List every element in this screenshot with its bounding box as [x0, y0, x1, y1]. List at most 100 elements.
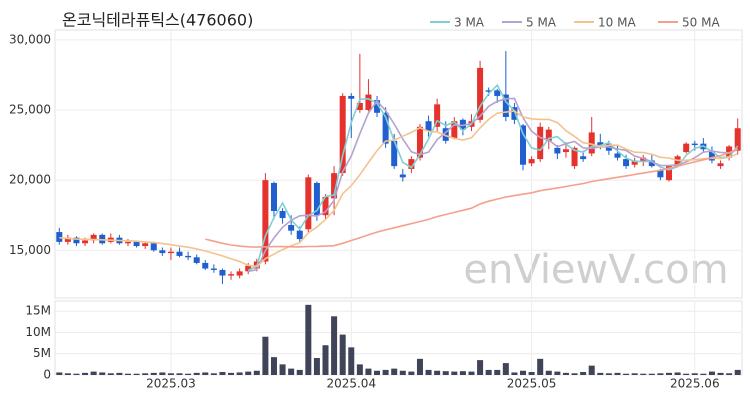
candle-body [434, 104, 441, 127]
candle-body [442, 128, 449, 141]
candle-body [477, 67, 484, 120]
candle-body [494, 90, 501, 96]
volume-bar [580, 372, 587, 375]
volume-bar [348, 347, 355, 375]
legend-label: 50 MA [682, 16, 720, 30]
x-tick-label: 2025.05 [507, 377, 557, 391]
volume-bar [142, 373, 149, 375]
candle-body [133, 241, 140, 247]
candle-body [262, 180, 269, 262]
price-panel [54, 29, 743, 299]
volume-bar [176, 373, 183, 375]
volume-bar [133, 373, 140, 375]
candle-body [374, 100, 381, 113]
candle-body [270, 182, 277, 212]
volume-bar [726, 373, 733, 375]
y-tick-label: 5M [33, 346, 51, 360]
volume-bar [245, 371, 252, 375]
candle-body [614, 153, 621, 158]
candle-body [124, 241, 131, 244]
x-tick-label: 2025.03 [146, 377, 196, 391]
ma-line [59, 110, 739, 268]
candle-body [176, 251, 183, 256]
volume-bar [554, 371, 561, 375]
candle-body [185, 255, 192, 258]
candle-body [245, 265, 252, 272]
volume-bar [296, 369, 303, 375]
candle-body [382, 112, 389, 144]
candle-body [90, 234, 97, 241]
volume-bar [631, 373, 638, 375]
candle-body [228, 274, 235, 276]
volume-bar [597, 372, 604, 375]
candle-body [631, 160, 638, 165]
volume-bar [605, 373, 612, 375]
candle-body [159, 250, 166, 254]
candle-body [322, 196, 329, 216]
candle-body [648, 160, 655, 167]
candle-body [288, 225, 295, 231]
candle-body [142, 243, 149, 247]
candle-body [150, 243, 157, 251]
candle-body [356, 102, 363, 110]
candle-body [193, 257, 200, 263]
volume-bar [313, 357, 320, 375]
candle-body [683, 143, 690, 153]
volume-bar [502, 363, 509, 375]
volume-bar [416, 358, 423, 375]
candle-body [82, 240, 89, 244]
volume-bar [683, 373, 690, 375]
volume-bar [477, 360, 484, 375]
volume-bar [279, 364, 286, 375]
candle-body [305, 177, 312, 230]
watermark: enViewV.com [463, 247, 728, 293]
candle-body [408, 159, 415, 169]
volume-bar [562, 372, 569, 375]
candle-body [348, 95, 355, 99]
candle-body [708, 150, 715, 161]
volume-bar [657, 373, 664, 375]
volume-bar [717, 372, 724, 375]
candle-body [339, 95, 346, 174]
candle-body [580, 156, 587, 160]
volume-bar [691, 373, 698, 375]
volume-bar [425, 369, 432, 375]
volume-bar [356, 364, 363, 375]
volume-panel [54, 300, 743, 376]
volume-bar [648, 373, 655, 375]
volume-bar [202, 372, 209, 375]
volume-bar [528, 372, 535, 375]
candle-body [588, 132, 595, 154]
ma-line [247, 83, 739, 272]
candle-body [167, 251, 174, 254]
volume-bar [708, 371, 715, 375]
legend-label: 10 MA [598, 16, 636, 30]
volume-bar [442, 371, 449, 375]
y-tick-label: 20,000 [9, 173, 51, 187]
volume-bar [511, 372, 518, 375]
y-tick-label: 30,000 [9, 32, 51, 46]
volume-bar [537, 358, 544, 375]
candle-body [511, 107, 518, 120]
candle-body [502, 94, 509, 117]
x-tick-label: 2025.04 [326, 377, 376, 391]
candle-body [425, 121, 432, 132]
candle-body [313, 182, 320, 216]
candle-body [391, 140, 398, 167]
candle-body [64, 237, 71, 242]
y-tick-label: 15,000 [9, 243, 51, 257]
volume-bar [674, 372, 681, 375]
volume-bar [571, 373, 578, 375]
volume-bar [56, 372, 63, 375]
candle-body [562, 149, 569, 153]
volume-bar [468, 371, 475, 375]
volume-bar [82, 372, 89, 375]
candle-body [236, 271, 243, 276]
candle-body [666, 166, 673, 181]
volume-bar [124, 373, 131, 375]
candle-body [485, 90, 492, 92]
volume-bar [700, 373, 707, 375]
volume-bar [434, 370, 441, 375]
chart-title: 온코닉테라퓨틱스(476060) [62, 11, 253, 30]
